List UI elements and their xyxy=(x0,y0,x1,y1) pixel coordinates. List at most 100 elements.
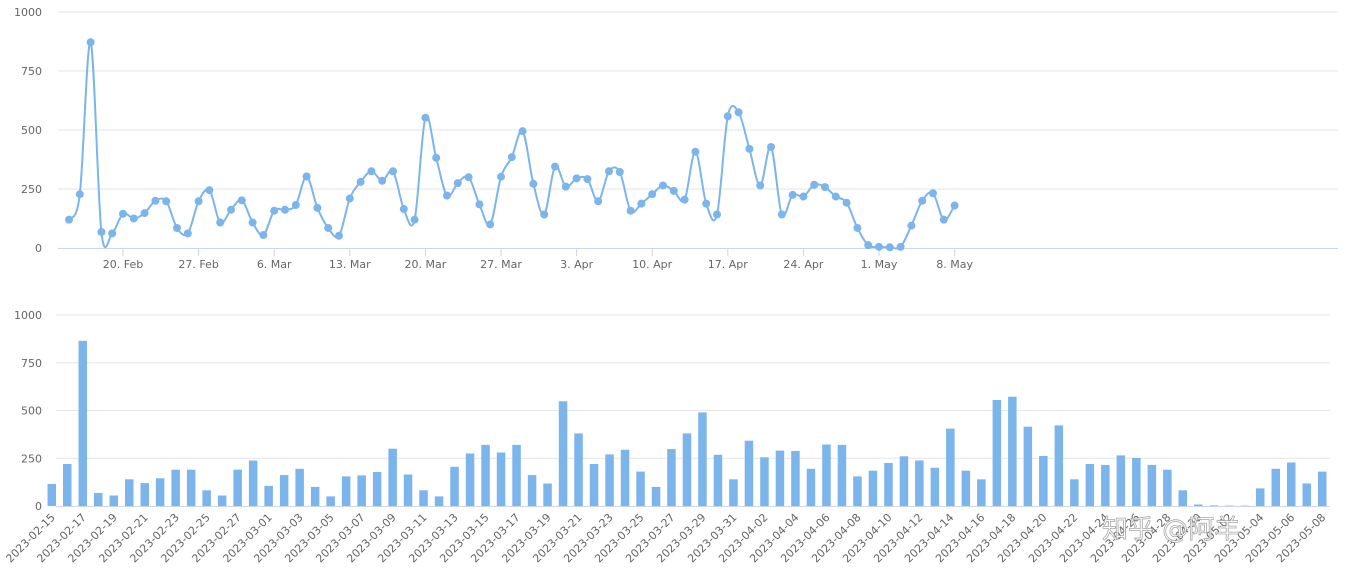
line-chart-data-point xyxy=(637,199,646,208)
line-chart-data-point xyxy=(356,177,365,186)
bar-chart-bar xyxy=(140,483,149,506)
bar-chart-bar xyxy=(961,470,971,506)
bar-chart-bar xyxy=(434,496,444,506)
line-chart-data-point xyxy=(583,175,592,184)
bar-chart-bar xyxy=(791,451,800,506)
bar-chart-bar xyxy=(1194,504,1203,506)
line-chart-y-tick-label: 1000 xyxy=(14,6,42,19)
bar-chart-bar xyxy=(713,454,723,506)
line-chart-data-point xyxy=(734,108,743,117)
bar-chart-bar xyxy=(1023,426,1033,506)
bar-chart-bar xyxy=(419,490,428,506)
line-chart-data-point xyxy=(443,191,451,200)
line-chart-data-point xyxy=(108,229,117,238)
bar-chart-bar xyxy=(310,486,320,506)
bar-chart-bar xyxy=(94,493,103,506)
bar-chart-bar xyxy=(125,479,134,506)
line-chart-data-point xyxy=(216,218,225,227)
line-chart-data-point xyxy=(302,172,311,181)
bar-chart-bar xyxy=(651,486,661,506)
line-chart-data-point xyxy=(929,189,937,198)
line-chart-data-point xyxy=(291,201,300,210)
line-chart-data-point xyxy=(140,209,149,218)
line-chart-x-tick-label: 1. May xyxy=(861,258,898,271)
line-chart-data-point xyxy=(453,179,462,188)
line-chart-data-point xyxy=(756,181,765,190)
line-chart-data-point xyxy=(399,205,408,214)
bar-chart-bar xyxy=(853,476,862,506)
line-chart-data-point xyxy=(713,210,721,219)
line-chart-data-point xyxy=(691,147,700,156)
line-chart-data-point xyxy=(853,223,862,232)
bar-chart-y-tick-label: 500 xyxy=(21,405,42,418)
line-chart-data-point xyxy=(821,183,829,192)
bar-chart-bar xyxy=(899,456,909,506)
line-chart-x-tick-label: 8. May xyxy=(936,258,973,271)
bar-chart-bar xyxy=(1271,468,1280,506)
line-chart-data-point xyxy=(896,242,905,251)
bar-chart-bar xyxy=(558,401,568,506)
bar-chart-bar xyxy=(729,479,738,506)
bar-chart-bar xyxy=(1085,464,1095,506)
bar-chart-bar xyxy=(620,449,630,506)
bar-chart-bar xyxy=(1318,471,1327,506)
line-chart-data-point xyxy=(659,181,667,190)
bar-chart-bar xyxy=(1039,456,1048,506)
line-chart-data-point xyxy=(270,206,279,215)
line-chart-data-point xyxy=(378,176,387,185)
bar-chart-bar xyxy=(1132,457,1141,506)
line-chart-data-point xyxy=(259,231,268,240)
bar-chart-bar xyxy=(1209,505,1218,506)
line-chart-data-point xyxy=(119,209,127,218)
line-chart-x-tick-label: 20. Mar xyxy=(405,258,447,271)
bar-chart-gridlines xyxy=(56,314,1330,459)
line-chart-data-point xyxy=(345,194,354,203)
bar-chart-bar xyxy=(930,467,940,506)
line-chart-data-point xyxy=(324,223,333,232)
line-chart-data-point xyxy=(939,215,948,224)
bar-chart-y-tick-label: 1000 xyxy=(14,309,42,322)
line-chart-x-tick-label: 27. Mar xyxy=(480,258,522,271)
line-chart-data-point xyxy=(151,196,160,205)
line-chart-data-point xyxy=(389,167,397,176)
bar-chart-bar xyxy=(403,474,413,506)
line-chart-data-point xyxy=(421,113,430,122)
line-chart-data-point xyxy=(529,179,538,188)
bar-chart-y-tick-label: 0 xyxy=(35,500,42,513)
line-chart-data-point xyxy=(540,210,549,219)
bar-chart-bar xyxy=(1256,488,1265,506)
bar-chart-bar xyxy=(233,469,242,506)
line-chart-data-point xyxy=(950,201,959,210)
bar-chart-bar xyxy=(1101,464,1110,506)
bar-chart-bar xyxy=(543,483,552,506)
line-chart-data-point xyxy=(518,127,527,136)
bar-chart-bar xyxy=(1147,464,1157,506)
bar-chart-bar xyxy=(279,475,289,506)
bar-chart-bar xyxy=(915,460,924,506)
line-chart-data-point xyxy=(162,197,171,206)
bar-chart-bar xyxy=(744,440,754,506)
line-chart-data-point xyxy=(810,180,819,189)
line-chart-data-point xyxy=(410,215,419,224)
line-chart-data-point xyxy=(227,205,235,214)
line-chart-gridlines xyxy=(58,11,1338,190)
line-chart-data-point xyxy=(281,205,289,214)
line-chart-data-point xyxy=(702,199,711,208)
bar-chart-bar xyxy=(512,444,521,506)
line-chart-data-point xyxy=(745,144,754,153)
bar-chart-bar xyxy=(822,444,831,506)
bar-chart-series xyxy=(47,340,1327,506)
bar-chart-bar xyxy=(946,428,955,506)
watermark-text: 知乎 @阿羊 xyxy=(1102,515,1240,545)
bar-chart-bar xyxy=(341,476,351,506)
line-chart-data-point xyxy=(864,241,873,250)
bar-chart-bar xyxy=(481,444,490,506)
line-chart-data-point xyxy=(432,153,441,162)
bar-chart-bar xyxy=(155,478,165,506)
line-chart-data-point xyxy=(594,197,603,206)
line-chart-y-axis: 0 250 500 750 1000 xyxy=(14,6,42,255)
line-chart-data-point xyxy=(918,196,927,205)
line-chart-series-line xyxy=(68,41,956,250)
bar-chart-y-tick-label: 750 xyxy=(21,357,42,370)
